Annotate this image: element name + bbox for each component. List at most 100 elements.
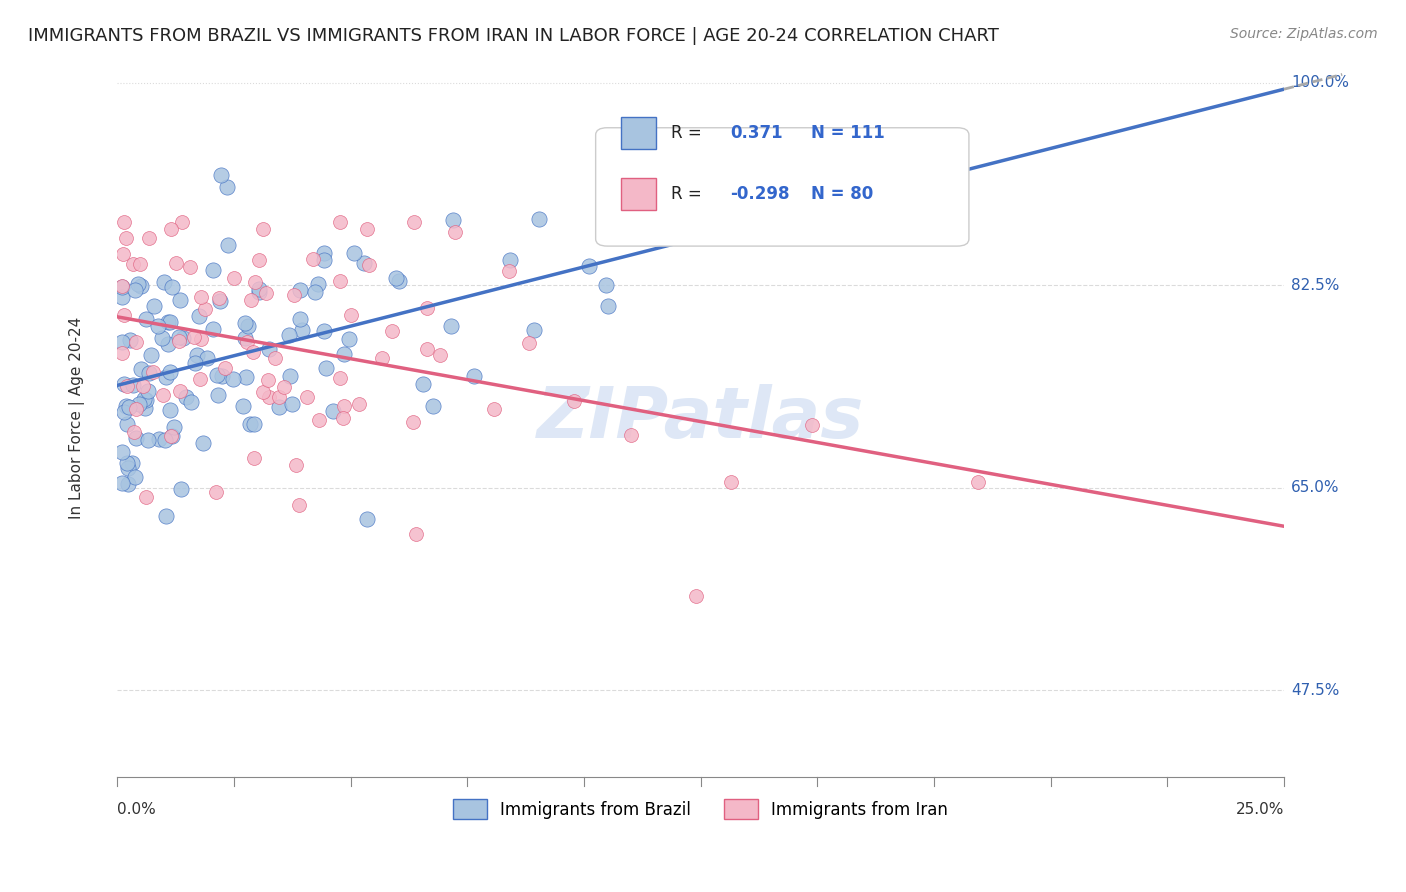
Text: R =: R = — [672, 186, 702, 203]
Point — [302, 252, 325, 267]
Point — [685, 589, 707, 603]
Point — [207, 388, 229, 402]
Point — [135, 312, 157, 326]
Point — [249, 285, 271, 299]
Point — [527, 212, 550, 227]
Point — [578, 259, 600, 273]
Text: 47.5%: 47.5% — [1291, 682, 1339, 698]
Point — [152, 388, 174, 402]
Point — [713, 171, 735, 186]
Point — [165, 256, 187, 270]
Point — [238, 318, 260, 333]
Point — [340, 308, 363, 322]
Point — [242, 345, 264, 359]
Point — [308, 413, 330, 427]
Point — [443, 225, 465, 239]
Point — [291, 323, 314, 337]
Point — [183, 330, 205, 344]
Point — [288, 283, 311, 297]
Point — [142, 299, 165, 313]
Text: -0.298: -0.298 — [730, 186, 789, 203]
Point — [620, 428, 643, 442]
Point — [155, 370, 177, 384]
Point — [111, 280, 134, 294]
Point — [388, 275, 411, 289]
Point — [169, 384, 191, 399]
Point — [117, 401, 139, 415]
Point — [148, 432, 170, 446]
Point — [278, 328, 301, 343]
Point — [160, 429, 183, 443]
Point — [125, 402, 148, 417]
Point — [243, 417, 266, 432]
Point — [283, 287, 305, 301]
Text: ZIPatlas: ZIPatlas — [537, 384, 865, 453]
Point — [254, 285, 277, 300]
Point — [146, 319, 169, 334]
Point — [167, 330, 190, 344]
Point — [125, 335, 148, 350]
Point — [128, 397, 150, 411]
Point — [347, 396, 370, 410]
Point — [124, 431, 146, 445]
Point — [162, 429, 184, 443]
Point — [239, 417, 262, 432]
Point — [332, 410, 354, 425]
Point — [314, 246, 336, 260]
Point — [186, 348, 208, 362]
Point — [114, 214, 136, 228]
Text: R =: R = — [672, 124, 702, 142]
FancyBboxPatch shape — [596, 128, 969, 246]
Text: 0.371: 0.371 — [730, 124, 782, 142]
Text: 100.0%: 100.0% — [1291, 75, 1348, 90]
Point — [138, 366, 160, 380]
Point — [267, 400, 290, 414]
Point — [371, 351, 394, 365]
Point — [208, 291, 231, 305]
Text: N = 80: N = 80 — [811, 186, 873, 203]
Point — [416, 301, 439, 316]
Point — [209, 168, 232, 182]
Point — [179, 260, 201, 274]
Point — [152, 275, 174, 289]
Point — [167, 334, 190, 349]
Point — [273, 380, 295, 394]
Point — [356, 512, 378, 526]
Point — [214, 360, 236, 375]
Point — [441, 213, 464, 227]
Point — [117, 476, 139, 491]
Point — [290, 312, 312, 326]
Point — [172, 214, 194, 228]
Point — [195, 351, 218, 365]
Point — [155, 434, 177, 448]
Point — [240, 293, 263, 308]
Bar — [621, 178, 657, 211]
Point — [117, 461, 139, 475]
Point — [159, 315, 181, 329]
Point — [159, 365, 181, 379]
Point — [233, 316, 256, 330]
Point — [384, 271, 406, 285]
Point — [204, 484, 226, 499]
Point — [215, 180, 238, 194]
Point — [381, 324, 404, 338]
Point — [315, 361, 337, 376]
Point — [155, 509, 177, 524]
Point — [304, 285, 326, 299]
Point — [209, 293, 232, 308]
Point — [180, 395, 202, 409]
Point — [111, 346, 134, 360]
Point — [337, 332, 360, 346]
Point — [136, 384, 159, 398]
Point — [184, 356, 207, 370]
Point — [356, 221, 378, 235]
Point — [405, 526, 427, 541]
Point — [162, 419, 184, 434]
Point — [159, 402, 181, 417]
Point — [121, 257, 143, 271]
Point — [174, 390, 197, 404]
Point — [117, 379, 139, 393]
Point — [359, 258, 381, 272]
Point — [172, 331, 194, 345]
Point — [120, 333, 142, 347]
